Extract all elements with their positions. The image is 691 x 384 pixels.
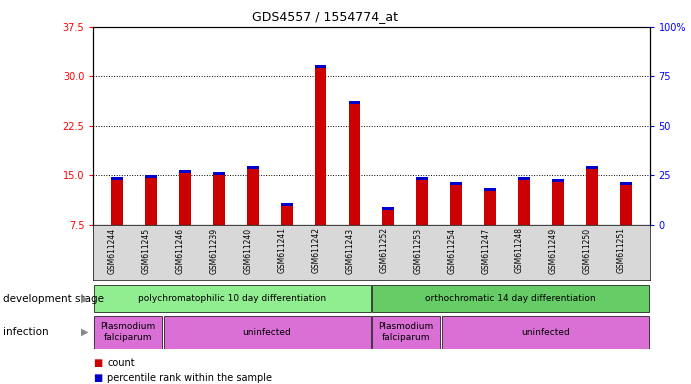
Text: GSM611240: GSM611240 [244,227,253,273]
Text: GSM611247: GSM611247 [481,227,490,273]
Text: GSM611243: GSM611243 [346,227,354,273]
Text: GSM611250: GSM611250 [583,227,592,273]
Text: ▶: ▶ [81,293,88,304]
Bar [451,183,462,225]
Bar [281,204,292,206]
Bar [518,177,530,180]
Bar [145,175,157,178]
Text: GSM611242: GSM611242 [312,227,321,273]
Bar [281,205,292,225]
Text: count: count [107,358,135,368]
Bar [451,182,462,185]
Bar [314,65,326,68]
Text: ■: ■ [93,358,102,368]
Text: GSM611253: GSM611253 [413,227,422,273]
Bar [372,316,440,349]
Text: ■: ■ [93,373,102,383]
Bar [620,182,632,185]
Bar [348,103,361,225]
Bar [164,316,370,349]
Text: GSM611244: GSM611244 [108,227,117,273]
Bar [552,179,564,182]
Bar [620,183,632,225]
Bar [247,167,258,225]
Bar [179,170,191,174]
Bar [94,285,370,313]
Text: GSM611241: GSM611241 [278,227,287,273]
Bar [552,180,564,225]
Text: Plasmodium
falciparum: Plasmodium falciparum [379,323,434,342]
Bar [442,316,649,349]
Text: GSM611245: GSM611245 [142,227,151,273]
Text: uninfected: uninfected [243,328,292,337]
Text: GSM611239: GSM611239 [210,227,219,273]
Bar [213,172,225,175]
Bar [348,101,361,104]
Text: orthochromatic 14 day differentiation: orthochromatic 14 day differentiation [425,294,596,303]
Bar [382,208,395,225]
Text: polychromatophilic 10 day differentiation: polychromatophilic 10 day differentiatio… [138,294,326,303]
Bar [417,179,428,225]
Bar [213,174,225,225]
Text: GSM611249: GSM611249 [549,227,558,273]
Bar [586,166,598,169]
Bar [314,66,326,225]
Text: GDS4557 / 1554774_at: GDS4557 / 1554774_at [252,10,398,23]
Bar [518,179,530,225]
Bar [586,167,598,225]
Bar [372,285,649,313]
Bar [145,177,157,225]
Bar [94,316,162,349]
Text: infection: infection [3,327,49,337]
Text: GSM611252: GSM611252 [379,227,388,273]
Text: ▶: ▶ [81,327,88,337]
Text: uninfected: uninfected [521,328,569,337]
Bar [111,177,123,180]
Bar [382,207,395,210]
Text: development stage: development stage [3,293,104,304]
Text: Plasmodium
falciparum: Plasmodium falciparum [100,323,155,342]
Text: GSM611251: GSM611251 [617,227,626,273]
Bar [484,190,496,225]
Text: GSM611254: GSM611254 [447,227,456,273]
Bar [247,166,258,169]
Text: percentile rank within the sample: percentile rank within the sample [107,373,272,383]
Bar [417,177,428,180]
Bar [111,179,123,225]
Bar [484,188,496,191]
Bar [179,172,191,225]
Text: GSM611248: GSM611248 [515,227,524,273]
Text: GSM611246: GSM611246 [176,227,185,273]
